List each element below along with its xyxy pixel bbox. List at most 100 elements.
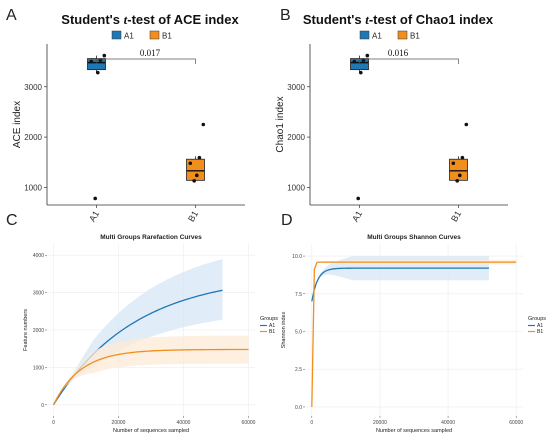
legend-label-b1: B1 xyxy=(162,32,172,41)
y-tick-label: 2.5 xyxy=(295,367,302,373)
chart-title: Student's t-test of ACE index xyxy=(61,12,239,27)
data-point xyxy=(195,173,199,178)
legend-label-b1: B1 xyxy=(537,329,543,335)
legend-title: Groups xyxy=(528,316,546,322)
data-point xyxy=(451,161,456,166)
data-point xyxy=(188,161,193,166)
panel-label-c: C xyxy=(6,212,18,229)
title-part: -test of Chao1 index xyxy=(369,12,494,27)
y-tick-label: 2000 xyxy=(33,328,44,334)
data-point xyxy=(365,53,370,58)
p-value-label: 0.017 xyxy=(140,48,161,58)
title-part: t xyxy=(124,12,128,27)
data-point xyxy=(352,59,357,64)
x-tick-label: 40000 xyxy=(177,420,191,426)
data-point xyxy=(197,155,202,160)
y-tick-label: 3000 xyxy=(33,291,44,297)
x-tick-label: 60000 xyxy=(242,420,256,426)
data-point xyxy=(359,70,363,75)
box-a1 xyxy=(87,53,107,201)
y-tick-label: 3000 xyxy=(24,83,42,92)
y-tick-label: 3000 xyxy=(287,83,305,92)
legend-label-b1: B1 xyxy=(410,32,420,41)
legend-title: Groups xyxy=(260,316,278,322)
legend-swatch-a1 xyxy=(359,30,370,40)
significance-bracket xyxy=(96,58,196,64)
y-tick-label: 2000 xyxy=(287,133,305,142)
chao1-boxplot: Student's t-test of Chao1 index A1 B1 1000 2… xyxy=(275,12,508,224)
legend-swatch-a1 xyxy=(111,30,122,40)
confidence-band-a1 xyxy=(311,256,489,302)
data-point xyxy=(356,196,361,201)
legend-swatch-b1 xyxy=(397,30,408,40)
series-line-b1 xyxy=(52,348,249,406)
data-point xyxy=(458,173,462,178)
y-axis-label: Feature numbers xyxy=(23,309,29,351)
data-point xyxy=(102,53,107,58)
data-point xyxy=(464,122,469,127)
y-tick-label: 1000 xyxy=(287,183,305,192)
title-part: t xyxy=(365,12,369,27)
panel-label-d: D xyxy=(281,212,293,229)
data-point xyxy=(192,179,196,183)
legend-label-a1: A1 xyxy=(372,32,382,41)
y-tick-label: 1000 xyxy=(24,183,42,192)
legend-label-a1: A1 xyxy=(537,323,543,329)
chart-title: Multi Groups Shannon Curves xyxy=(367,234,461,241)
box-b1 xyxy=(449,122,469,183)
ace-boxplot: Student's t-test of ACE index A1 B1 1000 200… xyxy=(12,12,245,224)
shannon-chart: Multi Groups Shannon Curves 0 20000 40000 60… xyxy=(281,234,546,434)
y-tick-label: 7.5 xyxy=(295,292,302,298)
x-tick-label: 40000 xyxy=(441,420,455,426)
data-point xyxy=(455,179,460,183)
x-tick-label: 0 xyxy=(52,420,55,426)
x-tick-label-b1: B1 xyxy=(186,209,200,224)
data-point xyxy=(96,70,100,75)
chart-title: Student's t-test of Chao1 index xyxy=(303,12,494,27)
y-tick-label: 4000 xyxy=(33,253,44,259)
p-value-label: 0.016 xyxy=(388,48,409,58)
x-tick-label: 60000 xyxy=(509,420,523,426)
x-tick-label: 20000 xyxy=(112,420,126,426)
y-axis-label: Chao1 index xyxy=(275,96,286,152)
x-tick-label: 0 xyxy=(310,420,313,426)
y-tick-label: 10.0 xyxy=(292,254,302,260)
chart-title: Multi Groups Rarefaction Curves xyxy=(100,234,202,241)
box-body xyxy=(350,58,369,71)
box-body xyxy=(87,58,106,71)
series-line-b1 xyxy=(311,261,517,407)
x-tick-label-b1: B1 xyxy=(449,209,463,224)
box-b1 xyxy=(186,122,206,183)
y-axis-label: ACE index xyxy=(12,101,23,148)
x-axis-label: Number of sequences sampled xyxy=(113,428,189,434)
y-tick-label: 2000 xyxy=(24,133,42,142)
y-tick-label: 0.0 xyxy=(295,405,302,411)
confidence-band-a1 xyxy=(53,259,223,405)
y-axis-label: Shannon index xyxy=(281,311,287,348)
x-axis-label: Number of sequences sampled xyxy=(376,428,452,434)
x-tick-label-a1: A1 xyxy=(350,209,364,224)
legend-label-a1: A1 xyxy=(269,323,275,329)
confidence-band-b1 xyxy=(53,335,249,405)
legend-label-a1: A1 xyxy=(124,32,134,41)
y-tick-label: 1000 xyxy=(33,365,44,371)
box-a1 xyxy=(350,53,370,201)
data-point xyxy=(93,196,97,201)
series-line-a1 xyxy=(311,267,489,302)
data-point xyxy=(460,155,465,160)
y-tick-label: 0 xyxy=(41,403,44,409)
title-part: -test of ACE index xyxy=(127,12,239,27)
data-point xyxy=(201,122,206,127)
legend-swatch-b1 xyxy=(149,30,160,40)
panel-label-b: B xyxy=(280,7,291,24)
x-tick-label-a1: A1 xyxy=(87,209,101,224)
data-point xyxy=(89,59,94,64)
panel-label-a: A xyxy=(6,7,17,24)
significance-bracket xyxy=(359,58,459,64)
legend-label-b1: B1 xyxy=(269,329,275,335)
y-tick-label: 5.0 xyxy=(295,330,302,336)
title-part: Student's xyxy=(303,12,365,27)
x-tick-label: 20000 xyxy=(373,420,387,426)
